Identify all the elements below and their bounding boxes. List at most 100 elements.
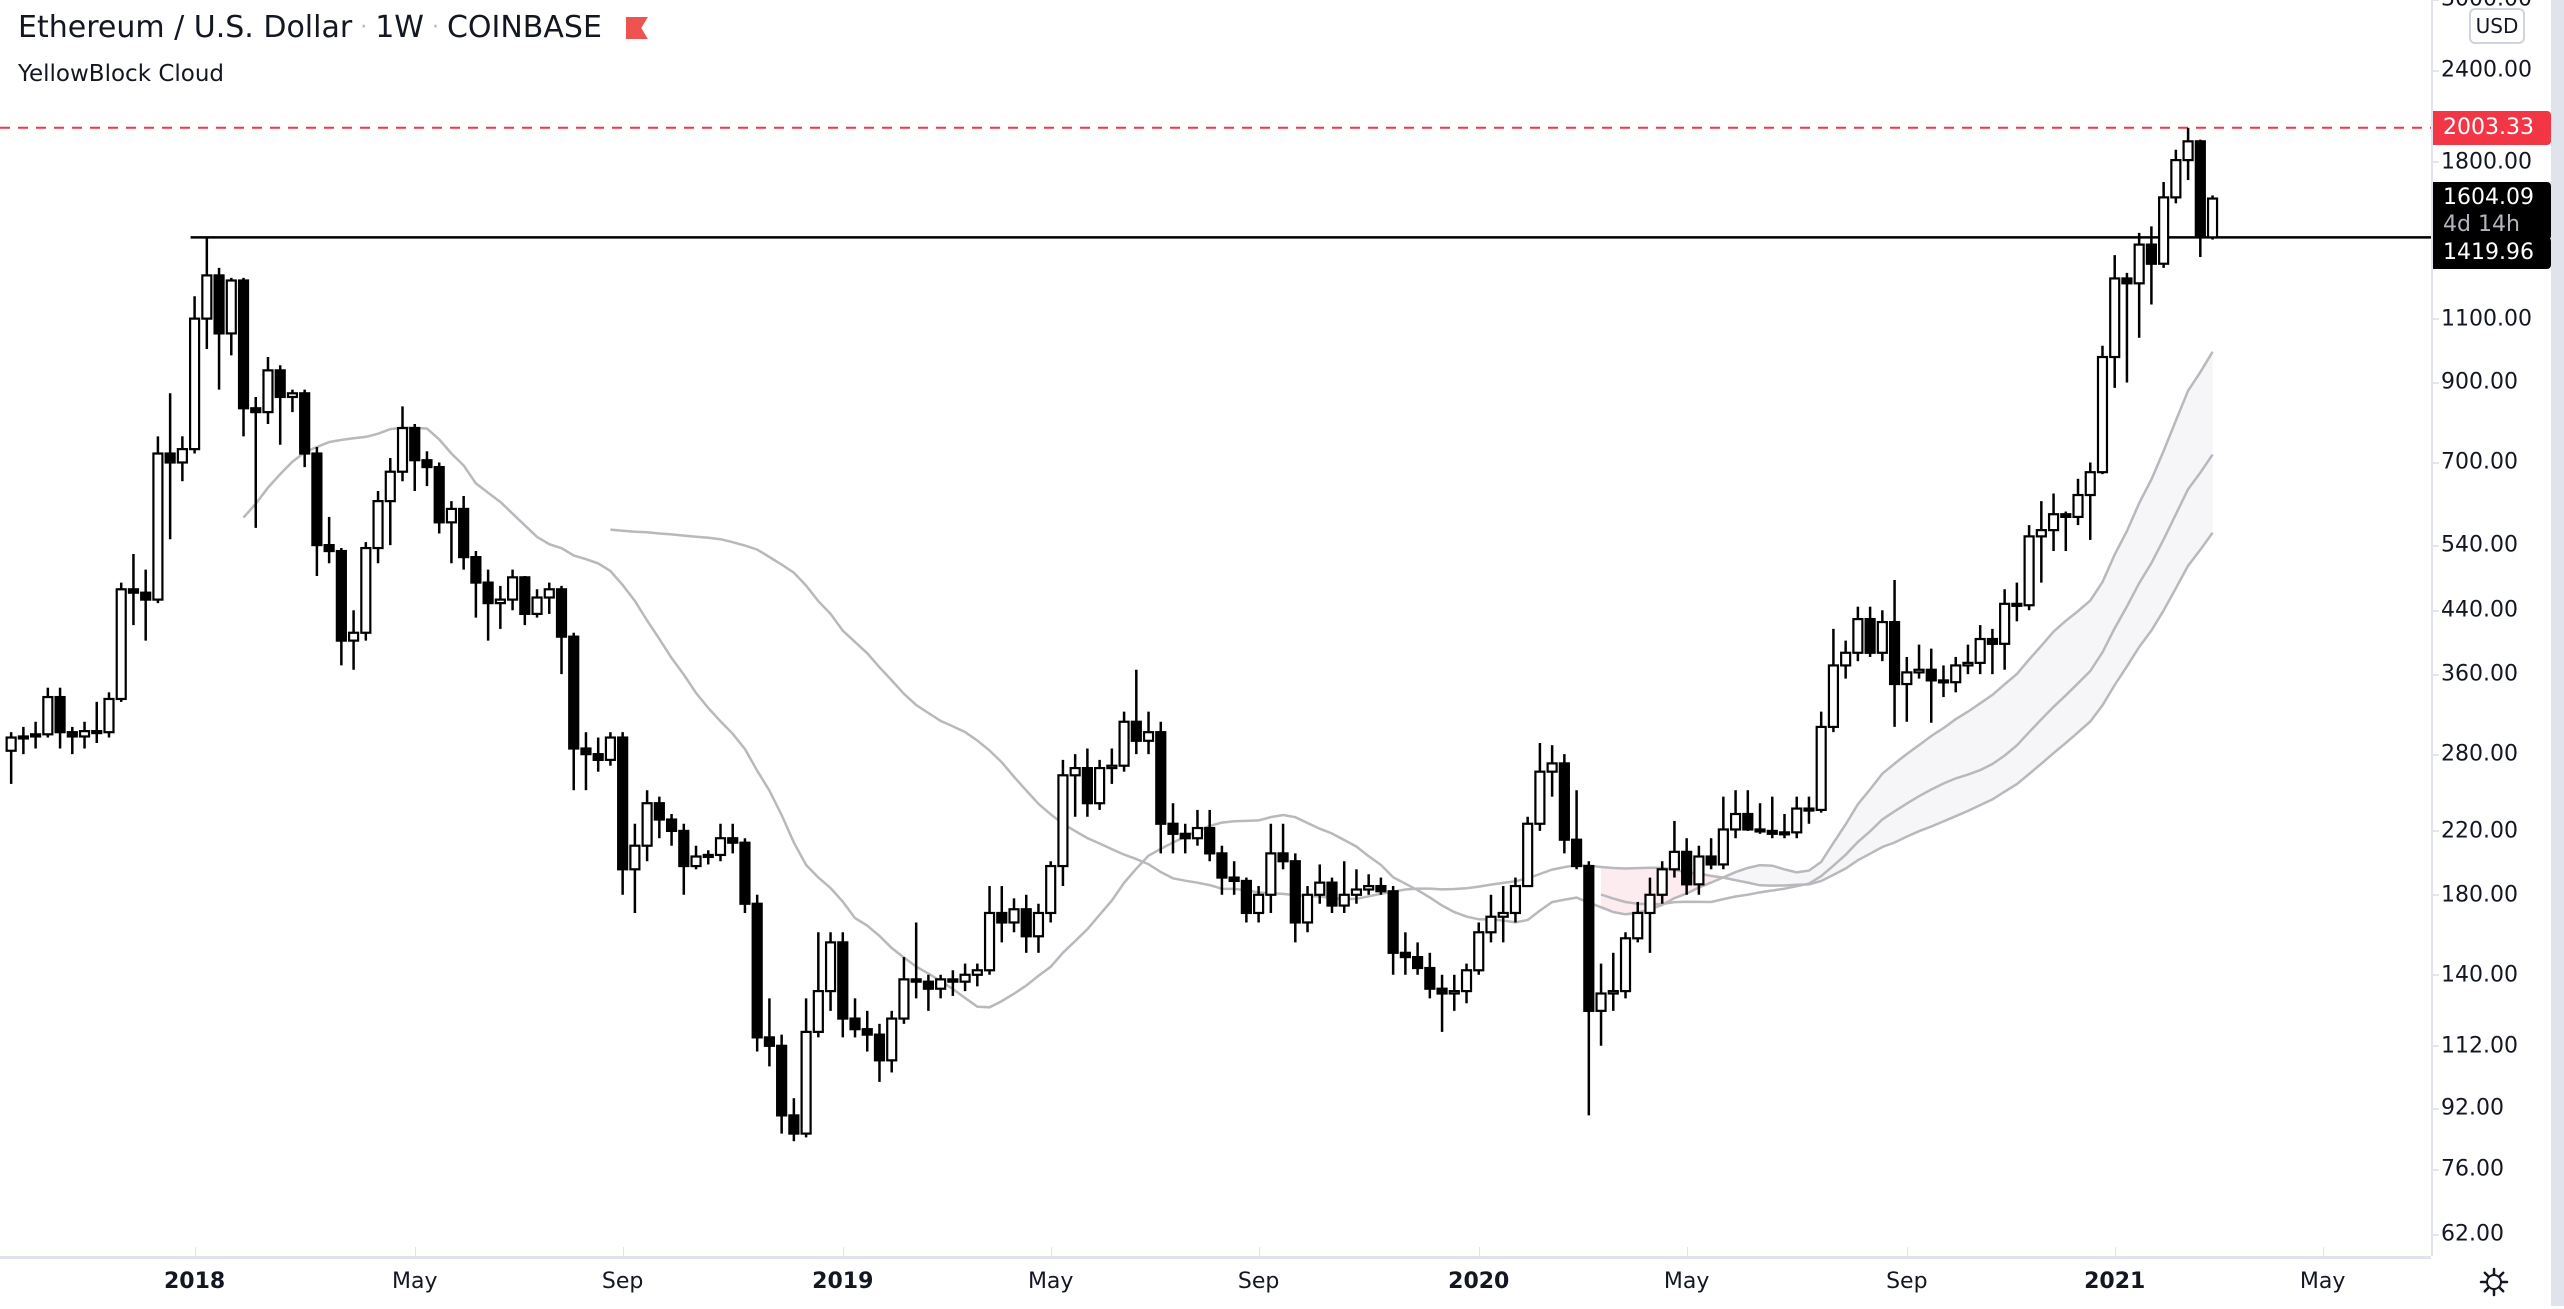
chart-plot-area[interactable] xyxy=(0,0,2431,1256)
candle xyxy=(299,389,311,468)
candle xyxy=(1595,963,1607,1046)
interval[interactable]: 1W xyxy=(375,10,424,45)
candle xyxy=(922,974,935,1011)
candle xyxy=(641,790,653,862)
candle xyxy=(1864,606,1876,657)
candle-body xyxy=(1778,831,1791,836)
symbol-title[interactable]: Ethereum / U.S. Dollar · 1W · COINBASE xyxy=(18,8,648,48)
candle xyxy=(2170,149,2182,204)
candle xyxy=(1644,877,1656,953)
candle xyxy=(592,737,604,772)
cloud-segment xyxy=(2126,503,2140,667)
candle-body xyxy=(115,588,127,701)
candle xyxy=(1436,974,1448,1032)
candle-body xyxy=(2121,277,2133,285)
candle xyxy=(2133,232,2145,338)
candle xyxy=(568,632,580,791)
candle xyxy=(262,357,274,424)
candle-body xyxy=(788,1114,800,1135)
candle xyxy=(1497,886,1509,943)
candle-body xyxy=(1754,828,1766,833)
cloud-segment xyxy=(1882,763,1895,847)
candle xyxy=(274,365,286,445)
candle-body xyxy=(458,507,470,559)
candle xyxy=(959,963,971,992)
candle xyxy=(1742,790,1754,831)
candle xyxy=(347,610,360,670)
candle-body xyxy=(1986,637,1999,645)
candle-body xyxy=(189,317,201,451)
candle xyxy=(1840,640,1852,679)
candle xyxy=(837,932,849,1038)
candle xyxy=(1607,952,1619,1011)
candle xyxy=(1937,665,1950,698)
cloud-segment xyxy=(2151,450,2164,631)
candle xyxy=(1901,656,1913,722)
candlestick-chart[interactable] xyxy=(0,0,2431,1256)
time-tick-label: Sep xyxy=(601,1269,644,1294)
time-tick-label: May xyxy=(391,1269,438,1294)
candle xyxy=(176,436,188,482)
candle-body xyxy=(1485,915,1497,934)
candle xyxy=(1876,610,1888,662)
flag-icon[interactable] xyxy=(625,17,648,39)
candle-body xyxy=(78,730,91,738)
candle-body xyxy=(323,543,335,553)
candle xyxy=(555,585,568,675)
cloud-segment xyxy=(2016,659,2030,785)
candle xyxy=(1032,903,1045,953)
price-axis[interactable]: 3000.00 2400.00 1800.00 1100.00 900.00 700.00… xyxy=(2431,0,2553,1256)
candle-body xyxy=(1950,664,1962,684)
candle-body xyxy=(629,844,641,871)
candle-body xyxy=(665,818,678,833)
candle xyxy=(947,970,959,996)
symbol-name: Ethereum / U.S. Dollar xyxy=(18,10,353,45)
price-tick-label: 112.00 xyxy=(2433,1033,2518,1059)
price-tick-label: 62.00 xyxy=(2433,1221,2504,1247)
time-tick-mark xyxy=(1478,1247,1480,1257)
gear-icon[interactable] xyxy=(2478,1266,2510,1298)
price-tick-label: 700.00 xyxy=(2433,449,2518,475)
candle xyxy=(788,1098,800,1142)
candle-body xyxy=(580,747,592,756)
candle xyxy=(445,501,458,564)
last-price-label: 1604.09 4d 14h xyxy=(2433,181,2551,240)
time-tick-mark xyxy=(1258,1247,1260,1257)
cloud-segment xyxy=(1919,735,1932,832)
time-tick-mark xyxy=(194,1247,196,1257)
candle xyxy=(1558,754,1570,854)
candle xyxy=(910,922,922,999)
candle-body xyxy=(17,735,29,740)
candle xyxy=(1142,711,1155,755)
candle xyxy=(1069,754,1081,817)
candle xyxy=(604,732,617,766)
candle-body xyxy=(519,576,531,616)
candle-body xyxy=(935,978,947,990)
time-tick-label: Sep xyxy=(1886,1269,1928,1294)
time-tick-mark xyxy=(622,1247,624,1257)
candle xyxy=(127,554,140,626)
candle-body xyxy=(690,855,702,868)
level-price-value: 1419.96 xyxy=(2443,240,2534,266)
candle-body xyxy=(1375,884,1387,893)
candle-body xyxy=(286,392,299,399)
candle-body xyxy=(714,837,727,857)
candle-body xyxy=(176,448,188,464)
candle-body xyxy=(1840,651,1852,667)
candle xyxy=(665,814,678,846)
indicator-title[interactable]: YellowBlock Cloud xyxy=(18,61,225,87)
currency-button[interactable]: USD xyxy=(2469,8,2525,44)
candle xyxy=(1778,814,1791,839)
candle xyxy=(1338,861,1350,913)
candle-body xyxy=(91,730,103,735)
cloud-segment xyxy=(1747,865,1761,886)
time-axis[interactable]: 2018 May Sep 2019 May Sep 2020 May Sep 2021 May xyxy=(0,1247,2431,1309)
chart-legend: Ethereum / U.S. Dollar · 1W · COINBASE Y… xyxy=(18,8,648,94)
candle xyxy=(1363,874,1375,895)
candle xyxy=(42,687,54,738)
candle xyxy=(1387,886,1399,975)
candle xyxy=(1094,759,1106,810)
time-tick-label: May xyxy=(1663,1269,1710,1294)
candle-body xyxy=(1106,764,1118,770)
candle-body xyxy=(1729,812,1742,831)
